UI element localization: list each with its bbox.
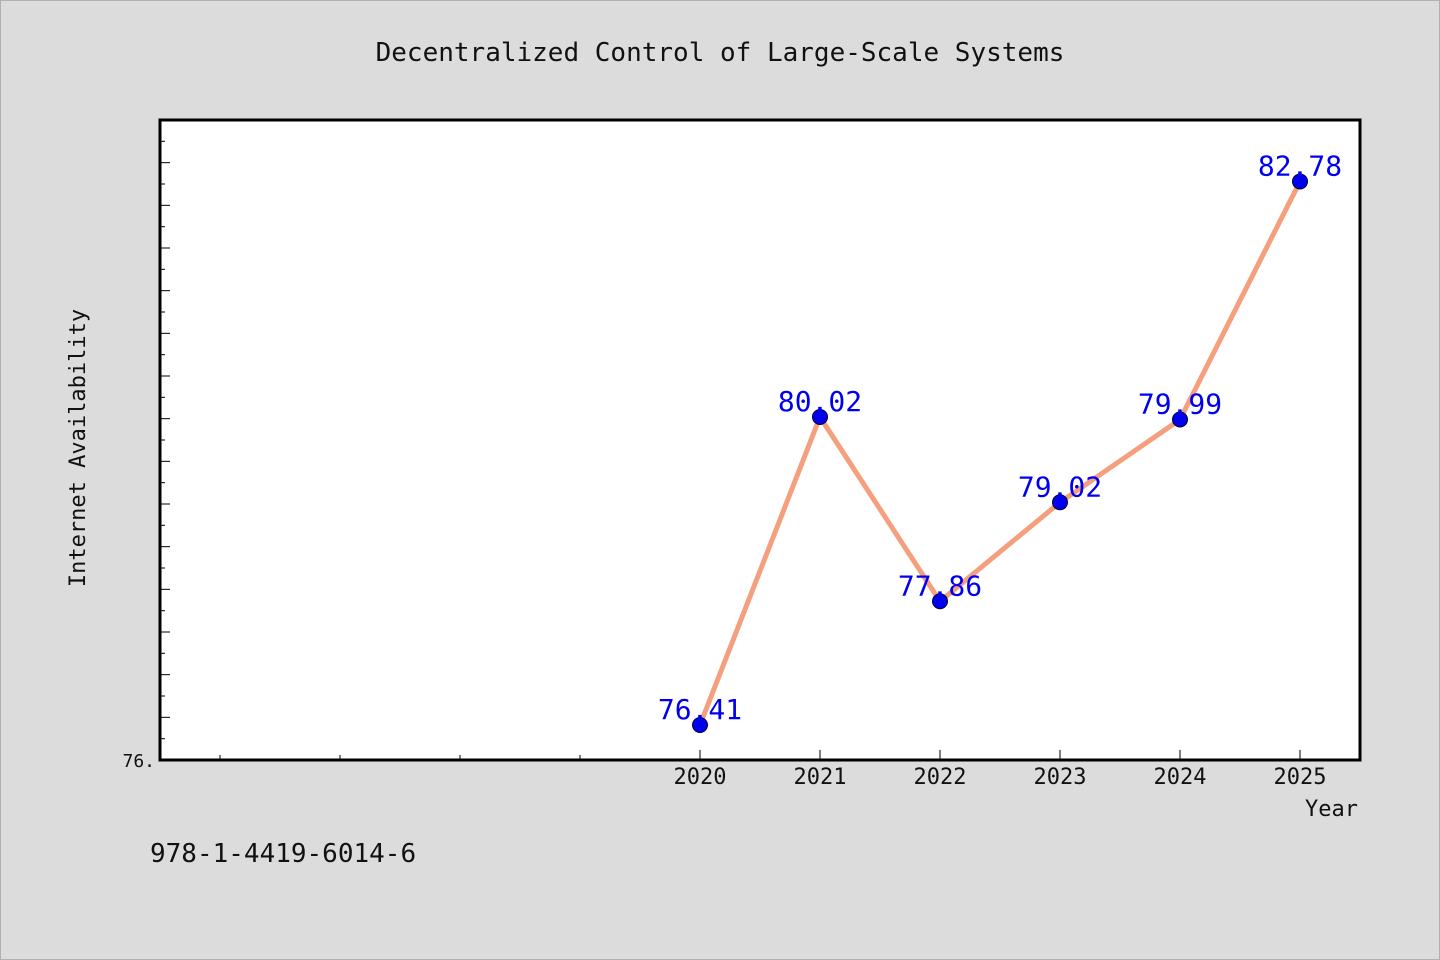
x-tick-label: 2021 [794,765,847,790]
x-tick-label: 2024 [1154,765,1207,790]
data-label: 77.86 [898,569,982,602]
data-point [932,593,948,610]
data-point [692,717,708,734]
series-line-group: 76.41 80.02 77.86 79.02 79.99 82.78 [658,149,1342,734]
data-label: 79.99 [1138,388,1222,421]
footer-code: 978-1-4419-6014-6 [150,839,416,869]
x-tick-label: 2020 [674,765,727,790]
series-line [697,180,1303,726]
data-label: 76.41 [658,693,742,726]
y-axis-label: Internet Availability [66,309,91,587]
data-point [812,408,828,425]
data-point [1052,494,1068,511]
x-tick-label: 2023 [1034,765,1087,790]
data-point [1172,411,1188,428]
data-label: 79.02 [1018,470,1102,503]
chart-title: Decentralized Control of Large-Scale Sys… [376,38,1065,68]
x-axis-minor-ticks [219,755,581,760]
x-tick-label: 2025 [1274,765,1327,790]
y-tick-label: 76. [122,751,155,772]
x-tick-label: 2022 [914,765,967,790]
y-axis-ticks [160,140,170,740]
data-label: 80.02 [778,385,862,418]
plot-area [158,118,1362,762]
data-label: 82.78 [1258,149,1342,182]
x-axis-label: Year [1305,797,1358,822]
x-axis-ticks: 2020 2021 2022 2023 2024 2025 [674,750,1327,790]
data-point [1292,173,1308,190]
